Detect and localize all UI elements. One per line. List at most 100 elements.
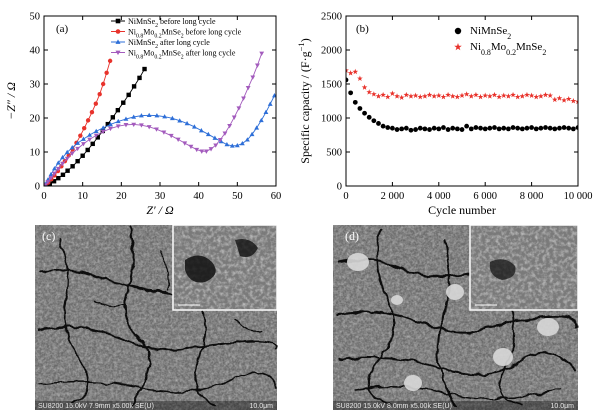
data-point [89,110,95,115]
data-point [104,70,109,75]
data-point [347,70,354,76]
data-point [352,68,359,75]
data-point [487,125,493,131]
data-point [188,144,194,150]
data-point [431,93,438,99]
y-tick-label: 0 [337,182,342,193]
data-point [93,128,99,134]
data-point [500,92,507,98]
data-point [75,146,81,152]
y-tick-label: 2500 [321,12,342,23]
data-point [561,97,567,103]
data-point [97,92,102,97]
data-point [123,123,129,128]
data-point [250,75,256,80]
data-point [412,92,419,98]
legend-marker [454,27,462,35]
x-tick-label: 50 [232,191,243,202]
data-point [93,101,99,106]
data-point [551,96,558,103]
data-point [533,126,539,132]
data-point [51,179,57,184]
data-point [366,114,372,120]
data-point [459,127,465,132]
data-point [566,125,572,131]
data-point [435,92,442,98]
series-line [44,53,263,186]
data-point [375,93,382,99]
panel-d-footer: SU8200 15.0kV 8.0mm x5.00k SE(U) [336,403,452,410]
y-tick-label: 20 [30,114,41,125]
data-point [142,66,147,72]
data-point [64,149,70,155]
x-tick-label: 2 000 [381,191,405,202]
series-1 [346,77,578,133]
data-point [357,106,363,111]
data-point [254,125,260,130]
data-point [85,118,91,123]
data-point [115,118,121,124]
data-point [403,91,410,98]
data-point [78,133,83,138]
data-point [570,98,577,104]
data-point [81,136,86,141]
legend-label: NiMnSe2 before long cycle [128,17,216,29]
data-point [398,94,405,101]
data-point [239,140,245,146]
x-tick-label: 10 [77,191,88,202]
legend-marker [115,39,121,44]
data-point [482,126,488,132]
data-point [217,138,223,143]
data-point [121,100,126,105]
data-point [184,120,190,126]
data-point [64,156,70,161]
data-point [55,166,61,172]
data-point [199,149,205,154]
data-point [552,126,558,132]
series-line [44,95,275,185]
data-point [436,126,442,132]
data-point [93,133,99,138]
data-point [394,127,400,132]
panel-b-capacity-chart: 0 2 000 4 000 6 000 8 000 10 000 0 500 1000 1500 2… [296,12,592,218]
data-point [222,131,228,136]
panel-d-scale: 10.0μm [551,403,575,410]
panel-c-footer: SU8200 15.0kV 7.9mm x5.00k SE(U) [38,403,154,410]
legend-marker [115,18,121,24]
data-point [529,125,534,130]
data-point [48,176,54,181]
data-point [229,143,235,148]
data-point [528,92,535,98]
x-tick-label: 0 [343,191,348,202]
data-point [146,125,152,130]
data-point [422,126,428,132]
panel-a-ticks: 0 10 20 30 40 50 60 0 10 20 30 40 50 [30,12,282,203]
data-point [514,93,521,100]
data-point [45,180,51,185]
data-point [440,93,447,100]
data-point [95,135,100,140]
data-point [408,127,414,133]
data-point [212,135,218,140]
panel-c-sem-image: (c) SU8200 15.0kV 7.9mm x5.00k SE(U) 10.… [35,224,278,410]
series-line [45,60,111,186]
data-point [107,58,113,64]
data-point [85,147,90,153]
panel-a-xlabel: Z′ / Ω [146,203,174,217]
panel-b-marks [346,67,578,133]
data-point [182,141,188,146]
data-point [227,124,233,129]
data-point [236,106,242,111]
data-point [175,137,181,142]
data-point [161,130,167,135]
data-point [408,93,414,99]
data-point [218,138,224,144]
data-point [348,90,354,96]
legend-entry-2: Ni0.8Mo0.2MnSe2 before long cycle [111,28,242,40]
data-point [203,149,209,154]
data-point [66,153,71,158]
x-tick-label: 40 [193,191,204,202]
data-point [255,63,260,68]
data-point [231,115,237,120]
legend-entry-1: NiMnSe2 before long cycle [111,17,216,29]
